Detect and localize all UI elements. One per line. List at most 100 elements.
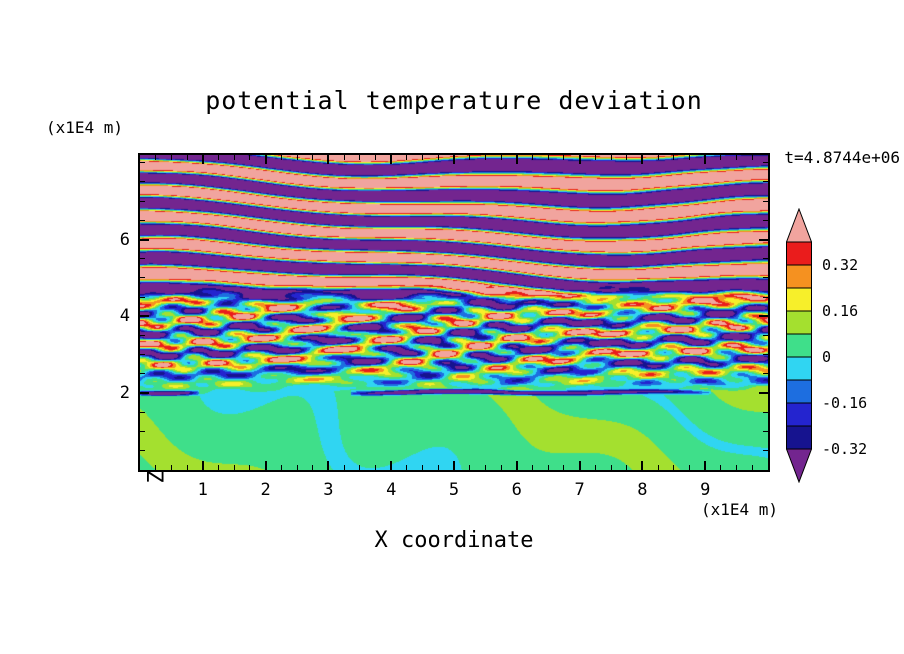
y-minor-tick [763,411,768,413]
y-minor-tick [763,219,768,221]
plot-frame [138,153,770,472]
x-minor-tick [296,465,298,470]
y-major-tick [759,392,768,395]
chart-title: potential temperature deviation [205,86,703,115]
y-minor-tick [140,200,145,202]
x-minor-tick [155,155,157,160]
x-major-tick [390,155,393,164]
x-major-tick [704,155,707,164]
y-minor-tick [763,258,768,260]
x-minor-tick [689,155,690,160]
x-minor-tick [657,155,659,160]
colorbar-band [786,287,812,312]
x-minor-tick [312,155,314,160]
x-major-tick [201,155,204,164]
x-minor-tick [375,465,376,470]
y-minor-tick [140,354,145,356]
x-minor-tick [500,465,502,470]
colorbar-band [786,264,812,289]
y-minor-tick [763,162,768,164]
colorbar-tick-label: 0.32 [822,256,859,274]
y-minor-tick [763,277,768,279]
x-minor-tick [437,465,439,470]
x-minor-tick [375,155,376,160]
y-minor-tick [140,411,145,413]
x-tick-label: 4 [386,480,397,500]
x-tick-label: 5 [448,480,460,500]
x-axis-unit-label: (x1E4 m) [700,500,778,519]
y-minor-tick [140,373,145,375]
x-minor-tick [343,155,345,160]
x-minor-tick [532,465,533,470]
y-minor-tick [140,296,145,298]
x-minor-tick [547,155,549,160]
y-tick-label: 2 [119,383,130,404]
x-tick-label: 1 [197,480,208,500]
x-minor-tick [484,155,486,160]
y-minor-tick [763,450,768,452]
x-minor-tick [720,155,722,160]
x-tick-label: 3 [323,480,334,500]
x-major-tick [641,155,644,164]
colorbar-band [786,379,812,404]
x-minor-tick [673,155,675,160]
x-minor-tick [563,155,565,160]
x-minor-tick [610,155,612,160]
x-minor-tick [547,465,549,470]
y-minor-tick [140,450,145,452]
y-minor-tick [140,277,145,279]
y-major-tick [759,238,768,241]
x-major-tick [390,461,393,470]
y-minor-tick [140,181,145,183]
x-minor-tick [186,155,188,160]
x-minor-tick [218,465,219,470]
x-minor-tick [610,465,612,470]
x-minor-tick [186,465,188,470]
time-annotation: t=4.8744e+06 [784,148,900,167]
x-minor-tick [233,465,235,470]
y-major-tick [140,315,149,318]
y-minor-tick [763,296,768,298]
x-minor-tick [359,155,361,160]
y-minor-tick [763,181,768,183]
colorbar-arrow-down [786,448,812,483]
x-major-tick [453,461,455,470]
x-minor-tick [359,465,361,470]
x-major-tick [327,461,330,470]
x-tick-label: 8 [637,480,648,500]
x-minor-tick [170,155,172,160]
x-minor-tick [594,155,596,160]
y-axis-unit-label: (x1E4 m) [46,118,124,137]
x-minor-tick [751,465,753,470]
x-major-tick [453,155,455,164]
y-minor-tick [140,335,145,337]
y-tick-label: 6 [119,229,130,250]
x-minor-tick [233,155,235,160]
y-major-tick [140,392,149,395]
y-major-tick [140,238,149,241]
x-minor-tick [751,155,753,160]
x-minor-tick [563,465,565,470]
x-minor-tick [437,155,439,160]
x-minor-tick [736,465,738,470]
heatmap-canvas [140,155,768,470]
y-minor-tick [140,162,145,164]
x-minor-tick [296,155,298,160]
x-minor-tick [532,155,533,160]
x-tick-label: 6 [511,480,522,500]
x-minor-tick [312,465,314,470]
x-minor-tick [170,465,172,470]
x-minor-tick [469,465,471,470]
colorbar-band [786,356,812,381]
x-minor-tick [422,465,424,470]
x-major-tick [327,155,330,164]
colorbar-tick-label: 0.16 [822,302,859,320]
colorbar-band [786,241,812,266]
x-major-tick [264,155,267,164]
y-minor-tick [763,373,768,375]
x-major-tick [201,461,204,470]
x-minor-tick [343,465,345,470]
colorbar-tick-label: -0.16 [822,394,868,412]
x-minor-tick [689,465,690,470]
